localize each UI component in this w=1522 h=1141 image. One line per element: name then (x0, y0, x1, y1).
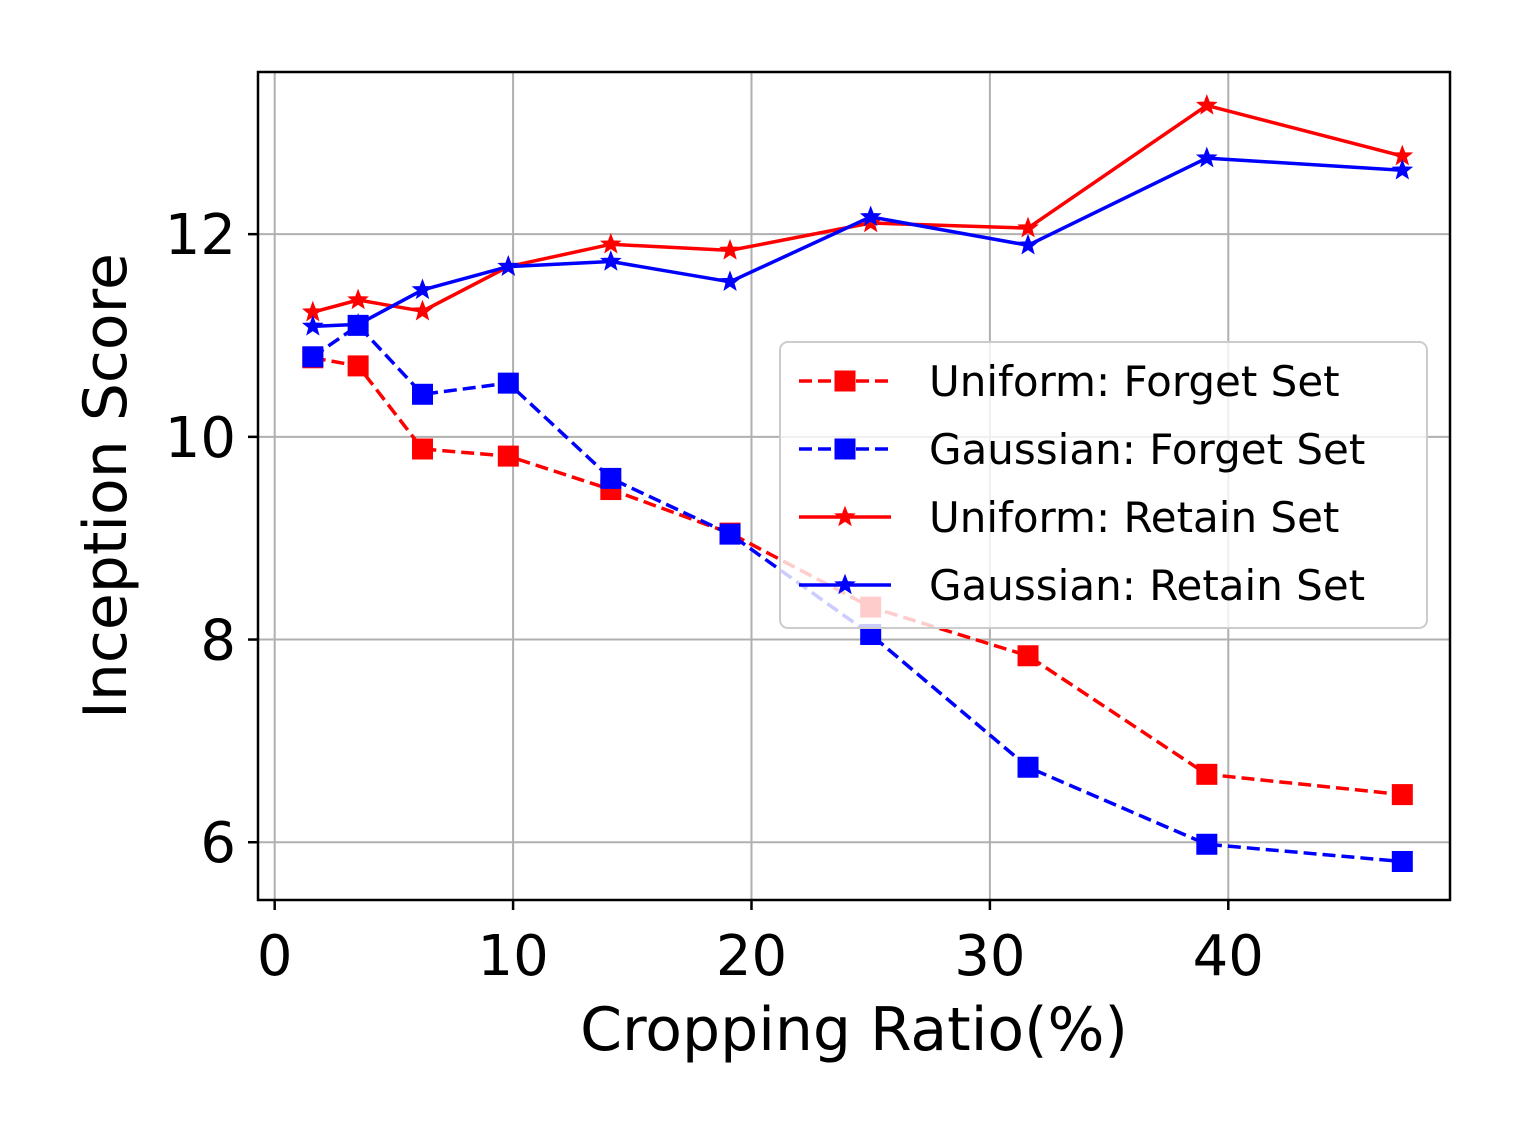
data-point (600, 467, 622, 489)
legend-item: Gaussian: Forget Set (799, 425, 1365, 474)
x-axis: 0 10 20 30 40 (257, 900, 1264, 989)
data-point (719, 523, 741, 545)
data-point (411, 278, 434, 300)
data-point (497, 445, 519, 467)
data-point (1195, 146, 1218, 168)
x-tick-label: 10 (477, 924, 548, 989)
series-line (312, 103, 1403, 314)
data-point (1017, 645, 1039, 667)
x-tick-label: 40 (1193, 924, 1264, 989)
data-point (1196, 833, 1218, 855)
data-point (347, 288, 369, 310)
data-point (719, 238, 741, 260)
data-point (347, 355, 369, 377)
legend-label: Uniform: Retain Set (929, 493, 1339, 542)
data-point (859, 205, 882, 227)
series-line (311, 323, 1403, 864)
data-point (1017, 233, 1039, 255)
data-point (497, 255, 520, 276)
legend-marker (834, 438, 856, 460)
data-point (1195, 93, 1218, 115)
y-tick-label: 12 (165, 203, 236, 268)
legend-label: Gaussian: Forget Set (929, 425, 1365, 474)
data-point (1196, 763, 1218, 785)
y-axis-label: Inception Score (71, 253, 141, 719)
data-point (1391, 784, 1413, 806)
legend-item: Uniform: Retain Set (799, 493, 1339, 542)
data-point (599, 250, 622, 271)
legend-item: Uniform: Forget Set (799, 357, 1340, 406)
y-tick-label: 10 (165, 406, 236, 471)
y-tick-label: 8 (200, 609, 236, 674)
data-point (411, 438, 433, 460)
x-axis-label: Cropping Ratio(%) (580, 995, 1128, 1065)
data-point (302, 346, 324, 368)
data-point (719, 270, 741, 292)
series-line (312, 156, 1403, 329)
data-point (497, 372, 519, 394)
legend-marker (834, 505, 856, 527)
legend-label: Gaussian: Retain Set (929, 561, 1365, 610)
data-point (1391, 850, 1413, 872)
legend-label: Uniform: Forget Set (929, 357, 1340, 406)
data-point (301, 314, 324, 336)
legend-item: Gaussian: Retain Set (799, 561, 1365, 610)
data-point (1391, 158, 1414, 180)
x-tick-label: 20 (716, 924, 787, 989)
series-layer (301, 93, 1414, 872)
series-2 (301, 93, 1414, 322)
x-tick-label: 30 (954, 924, 1025, 989)
series-3 (301, 146, 1414, 336)
y-axis: 6 8 10 12 (165, 203, 258, 876)
data-point (599, 232, 622, 254)
x-tick-label: 0 (257, 924, 293, 989)
data-point (411, 299, 434, 321)
series-line (312, 356, 1403, 797)
data-point (347, 312, 369, 334)
legend-frame (779, 341, 1428, 629)
y-tick-label: 6 (200, 811, 236, 876)
legend: Uniform: Forget Set Gaussian: Forget Set U… (779, 341, 1428, 629)
data-point (411, 383, 433, 405)
data-point (1017, 756, 1039, 778)
plot-frame (256, 70, 1452, 902)
legend-marker (834, 370, 856, 392)
data-point (1017, 216, 1039, 238)
legend-marker (834, 573, 856, 595)
data-point (860, 623, 882, 645)
